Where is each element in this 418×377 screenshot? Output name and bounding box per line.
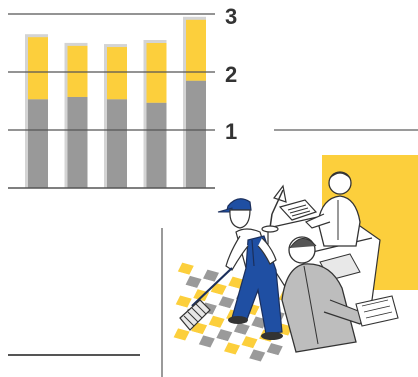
- mop-icon: [179, 267, 233, 331]
- y-tick-label-2: 2: [225, 62, 237, 87]
- office-cleaning-illustration: [169, 155, 418, 367]
- bar-series: [25, 16, 206, 189]
- document-in-hand: [355, 295, 399, 327]
- floor-tile: [260, 351, 280, 367]
- bar-segment-bottom: [28, 99, 48, 188]
- y-tick-label-1: 1: [225, 119, 237, 144]
- bar-segment-top: [107, 47, 127, 100]
- janitor-icon: [217, 198, 283, 340]
- bar-chart: 3 2 1: [8, 4, 237, 189]
- bar-segment-bottom: [146, 102, 167, 188]
- foreground-worker-icon: [281, 236, 399, 353]
- bar-segment-bottom: [67, 96, 88, 188]
- bar-segment-top: [28, 37, 48, 100]
- chart-gridlines: [8, 13, 215, 189]
- typewriter-icon: [278, 199, 318, 221]
- office-worker-icon: [304, 171, 361, 247]
- bar-segment-bottom: [107, 99, 127, 188]
- bar-segment-top: [146, 43, 167, 103]
- bar-segment-bottom: [186, 80, 206, 188]
- desk-lamp-icon: [261, 184, 287, 233]
- y-tick-label-3: 3: [225, 4, 237, 29]
- bar-segment-top: [186, 19, 206, 81]
- y-axis-ticks: 3 2 1: [225, 4, 237, 144]
